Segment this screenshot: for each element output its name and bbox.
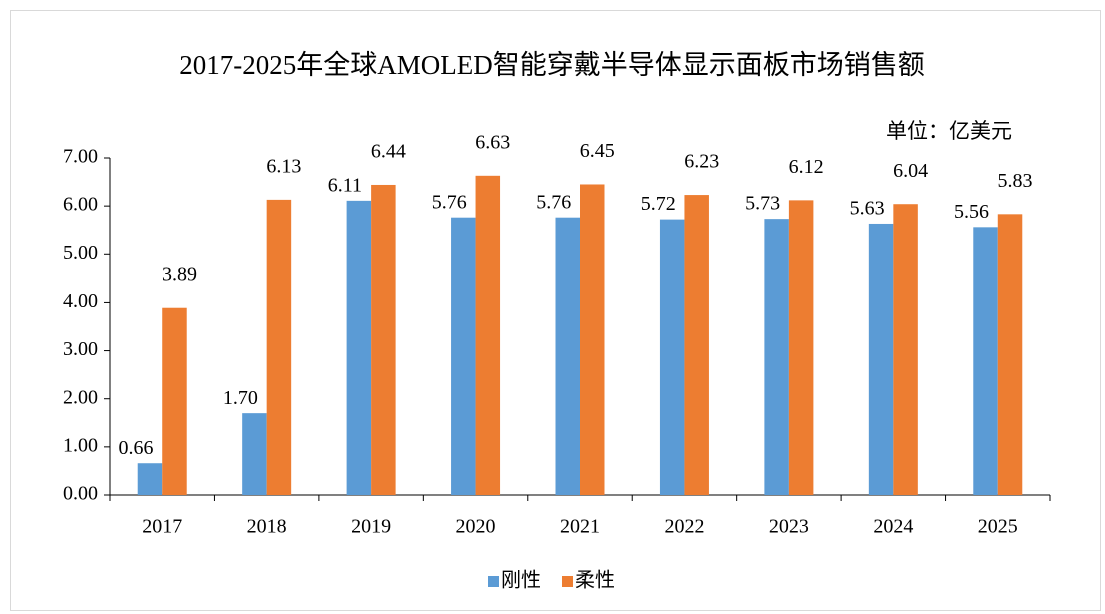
data-label: 6.04 [893,160,928,182]
bar [451,217,476,495]
data-label: 1.70 [223,387,258,409]
bar [137,463,163,495]
bar [371,184,396,495]
bar [555,217,580,495]
data-label: 6.45 [580,140,615,162]
y-tick-label: 0.00 [63,483,98,505]
bar [659,219,685,495]
data-label: 5.73 [745,193,780,215]
data-label: 6.11 [328,174,362,196]
chart-title: 2017-2025年全球AMOLED智能穿戴半导体显示面板市场销售额 [179,50,924,80]
data-label: 6.23 [684,151,719,173]
y-tick-label: 5.00 [63,242,98,264]
data-label: 5.63 [850,198,885,220]
y-tick-label: 7.00 [63,146,98,168]
bar [684,195,709,495]
x-tick-label: 2024 [873,516,913,538]
data-label: 6.63 [475,131,510,153]
data-label: 5.76 [432,191,467,213]
x-tick-label: 2020 [456,516,496,538]
y-tick-label: 3.00 [63,338,98,360]
data-label: 5.76 [536,191,571,213]
legend-label: 柔性 [575,569,615,592]
y-tick-label: 2.00 [63,386,98,408]
data-label: 5.56 [954,201,989,223]
bar [997,214,1023,495]
x-tick-label: 2022 [664,516,704,538]
y-tick-label: 1.00 [63,434,98,456]
bar [266,199,292,496]
bar [893,204,918,495]
x-tick-label: 2025 [978,516,1018,538]
y-tick-label: 6.00 [63,194,98,216]
data-label: 6.44 [371,141,406,163]
y-tick-label: 4.00 [63,290,98,312]
x-tick-label: 2023 [769,516,809,538]
data-label: 6.13 [266,155,301,177]
x-tick-label: 2021 [560,516,600,538]
data-label: 3.89 [162,263,197,285]
data-label: 0.66 [118,437,153,459]
legend-label: 刚性 [501,569,541,592]
data-label: 5.72 [641,193,676,215]
bar [868,223,894,495]
bar [788,200,814,495]
x-tick-label: 2017 [142,516,182,538]
x-tick-label: 2018 [247,516,287,538]
bar [346,200,372,495]
legend-swatch [562,576,573,587]
data-label: 5.83 [998,170,1033,192]
legend-swatch [488,576,499,587]
bar [973,227,998,495]
x-tick-label: 2019 [351,516,391,538]
bar [242,413,267,495]
bar [580,184,605,495]
data-label: 6.12 [789,156,824,178]
bar [162,307,187,495]
unit-annotation: 单位：亿美元 [886,119,1012,143]
bar [475,175,501,495]
bar [764,219,789,496]
